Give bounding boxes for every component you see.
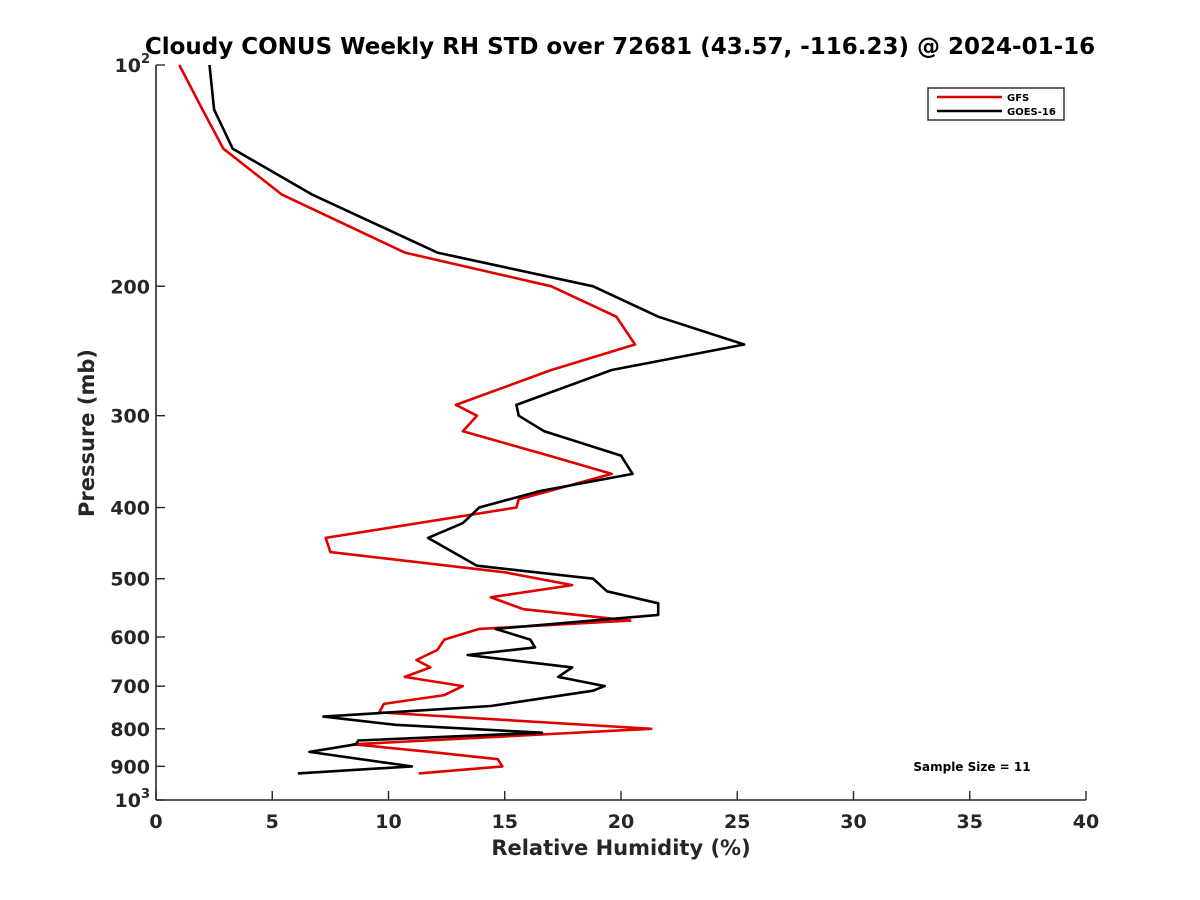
x-tick-label: 40 [1073,811,1099,833]
y-tick-exponent: 2 [141,52,150,67]
y-tick-label: 200 [110,276,150,298]
y-tick-label: 300 [110,406,150,428]
x-tick-label: 20 [608,811,634,833]
x-axis-label: Relative Humidity (%) [491,836,750,860]
y-tick-base: 10 [115,790,141,812]
y-tick-label: 600 [110,627,150,649]
y-tick-label: 400 [110,498,150,520]
y-tick-label: 800 [110,719,150,741]
series-line-goes-16 [208,64,746,775]
y-tick-label: 700 [110,676,150,698]
sample-size-annotation: Sample Size = 11 [913,760,1030,774]
plot-axes [155,65,1086,801]
x-ticks: 0 5 10 15 20 25 30 35 40 [149,791,1099,833]
y-tick-label: 500 [110,569,150,591]
y-axis-label: Pressure (mb) [75,349,99,517]
legend-label: GFS [1007,93,1029,104]
y-tick-exponent: 3 [141,787,150,802]
legend-box [927,87,1065,121]
y-tick-label: 103 [115,787,151,812]
series-line-gfs [178,64,653,775]
x-tick-label: 10 [375,811,401,833]
y-tick-label: 102 [115,52,151,77]
series-layer [178,64,746,775]
chart-title: Cloudy CONUS Weekly RH STD over 72681 (4… [145,34,1095,60]
x-tick-label: 5 [266,811,279,833]
x-tick-label: 15 [492,811,518,833]
legend-label: GOES-16 [1007,107,1056,118]
legend: GFS GOES-16 [927,87,1065,121]
x-tick-label: 30 [840,811,866,833]
x-tick-label: 35 [957,811,983,833]
y-tick-label: 900 [110,756,150,778]
y-tick-base: 10 [115,55,141,77]
x-tick-label: 0 [149,811,162,833]
x-tick-label: 25 [724,811,750,833]
